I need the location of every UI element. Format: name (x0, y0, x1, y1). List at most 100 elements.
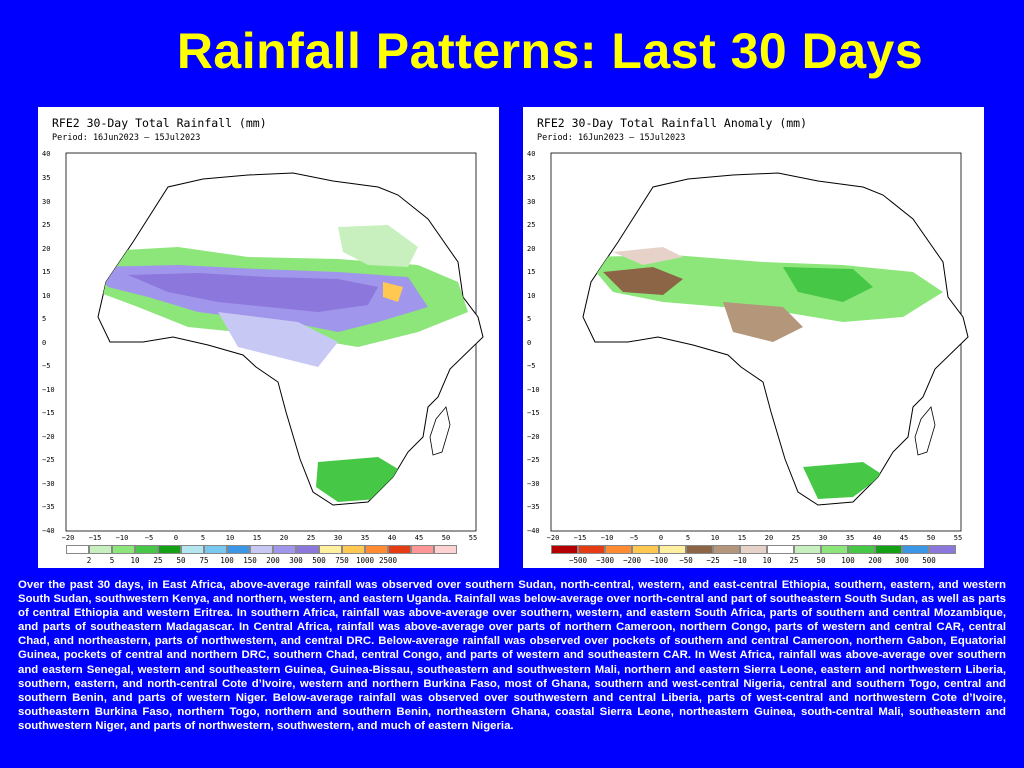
lat-tick-label: 0 (527, 339, 531, 347)
lon-tick-label: 20 (765, 534, 773, 542)
legend-label: −25 (706, 556, 720, 565)
total-rainfall-legend-labels: 2 5 10 25 50 75 100 150 200 300 500 750 1000 2500 (66, 556, 486, 568)
madagascar-outline (429, 406, 451, 456)
lat-tick-label: −35 (527, 503, 540, 511)
legend-swatch (632, 545, 659, 554)
rainfall-anomaly-map-panel: RFE2 30-Day Total Rainfall Anomaly (mm) … (523, 107, 984, 568)
legend-swatch (296, 545, 319, 554)
legend-swatch (848, 545, 875, 554)
legend-label: −100 (649, 556, 669, 565)
legend-swatch (821, 545, 848, 554)
lon-tick-labels: −20 −15 −10 −5 0 5 10 15 20 25 30 35 40 … (62, 534, 478, 542)
lat-tick-label: −10 (42, 386, 55, 394)
legend-swatch (204, 545, 227, 554)
lon-tick-label: 20 (280, 534, 288, 542)
lat-tick-label: 20 (527, 245, 535, 253)
lon-tick-label: 30 (334, 534, 342, 542)
lat-tick-label: 40 (527, 150, 535, 158)
legend-swatch (686, 545, 713, 554)
legend-label: 500 (312, 556, 326, 565)
lat-tick-label: 30 (527, 198, 535, 206)
rainfall-anomaly-map-period: Period: 16Jun2023 – 15Jul2023 (537, 133, 686, 143)
lat-tick-label: −35 (42, 503, 55, 511)
legend-swatch (365, 545, 388, 554)
legend-label: 750 (335, 556, 349, 565)
total-rainfall-map-period: Period: 16Jun2023 – 15Jul2023 (52, 133, 201, 143)
lat-tick-label: −25 (527, 456, 540, 464)
lat-tick-label: −20 (42, 433, 55, 441)
legend-swatch (434, 545, 457, 554)
lon-tick-label: 40 (873, 534, 881, 542)
legend-label: 300 (895, 556, 909, 565)
lat-tick-label: −30 (42, 480, 55, 488)
rainfall-summary-text: Over the past 30 days, in East Africa, a… (18, 579, 1006, 732)
legend-swatch (605, 545, 632, 554)
anomaly-shading (583, 247, 943, 499)
legend-swatch (929, 545, 956, 554)
lon-tick-label: −10 (116, 534, 129, 542)
lon-tick-label: 0 (174, 534, 178, 542)
lat-tick-label: 5 (527, 315, 531, 323)
lon-tick-label: 35 (361, 534, 369, 542)
lat-tick-label: −30 (527, 480, 540, 488)
lon-tick-label: 45 (415, 534, 423, 542)
legend-label: 50 (816, 556, 826, 565)
lat-tick-labels: 40 35 30 25 20 15 10 5 0 −5 −10 −15 −20 … (42, 150, 55, 535)
legend-label: 2500 (378, 556, 398, 565)
lon-tick-label: −10 (601, 534, 614, 542)
lat-tick-labels: 40 35 30 25 20 15 10 5 0 −5 −10 −15 −20 … (527, 150, 540, 535)
legend-swatch (112, 545, 135, 554)
legend-swatch (319, 545, 342, 554)
legend-swatch (66, 545, 89, 554)
legend-label: 25 (789, 556, 799, 565)
legend-swatch (794, 545, 821, 554)
legend-swatch (273, 545, 296, 554)
madagascar-outline (914, 406, 936, 456)
total-rainfall-legend (66, 545, 457, 555)
lon-tick-label: −5 (145, 534, 153, 542)
lon-tick-label: 50 (927, 534, 935, 542)
rainfall-anomaly-legend (551, 545, 956, 555)
lat-tick-label: 40 (42, 150, 50, 158)
lon-tick-label: 15 (738, 534, 746, 542)
legend-label: −10 (733, 556, 747, 565)
legend-swatch (135, 545, 158, 554)
lat-tick-label: 20 (42, 245, 50, 253)
rainfall-anomaly-map: 40 35 30 25 20 15 10 5 0 −5 −10 −15 −20 … (527, 150, 969, 542)
lat-tick-label: 30 (42, 198, 50, 206)
lon-tick-label: 50 (442, 534, 450, 542)
lon-tick-label: 0 (659, 534, 663, 542)
lat-tick-label: −20 (527, 433, 540, 441)
legend-label: −300 (595, 556, 615, 565)
lat-tick-label: 15 (527, 268, 535, 276)
legend-swatch (158, 545, 181, 554)
legend-label: 200 (266, 556, 280, 565)
total-rainfall-map-title: RFE2 30-Day Total Rainfall (mm) (52, 116, 267, 130)
lat-tick-label: −40 (42, 527, 55, 535)
legend-swatch (411, 545, 434, 554)
legend-label: 300 (289, 556, 303, 565)
legend-label: 1000 (355, 556, 375, 565)
legend-swatch (89, 545, 112, 554)
legend-swatch (659, 545, 686, 554)
legend-label: 100 (220, 556, 234, 565)
lat-tick-label: 10 (42, 292, 50, 300)
lon-tick-label: −15 (574, 534, 587, 542)
lon-tick-label: −5 (630, 534, 638, 542)
legend-swatch (767, 545, 794, 554)
legend-label: 2 (86, 556, 92, 565)
lon-tick-label: 35 (846, 534, 854, 542)
legend-swatch (227, 545, 250, 554)
legend-swatch (578, 545, 605, 554)
lon-tick-label: −20 (62, 534, 75, 542)
rainfall-shading (98, 225, 468, 502)
page-title: Rainfall Patterns: Last 30 Days (176, 23, 924, 79)
lon-tick-label: 10 (711, 534, 719, 542)
legend-label: −200 (622, 556, 642, 565)
lat-tick-label: 10 (527, 292, 535, 300)
lat-tick-label: 5 (42, 315, 46, 323)
legend-label: 500 (922, 556, 936, 565)
lon-tick-label: 15 (253, 534, 261, 542)
legend-label: −50 (679, 556, 693, 565)
lon-tick-label: 30 (819, 534, 827, 542)
